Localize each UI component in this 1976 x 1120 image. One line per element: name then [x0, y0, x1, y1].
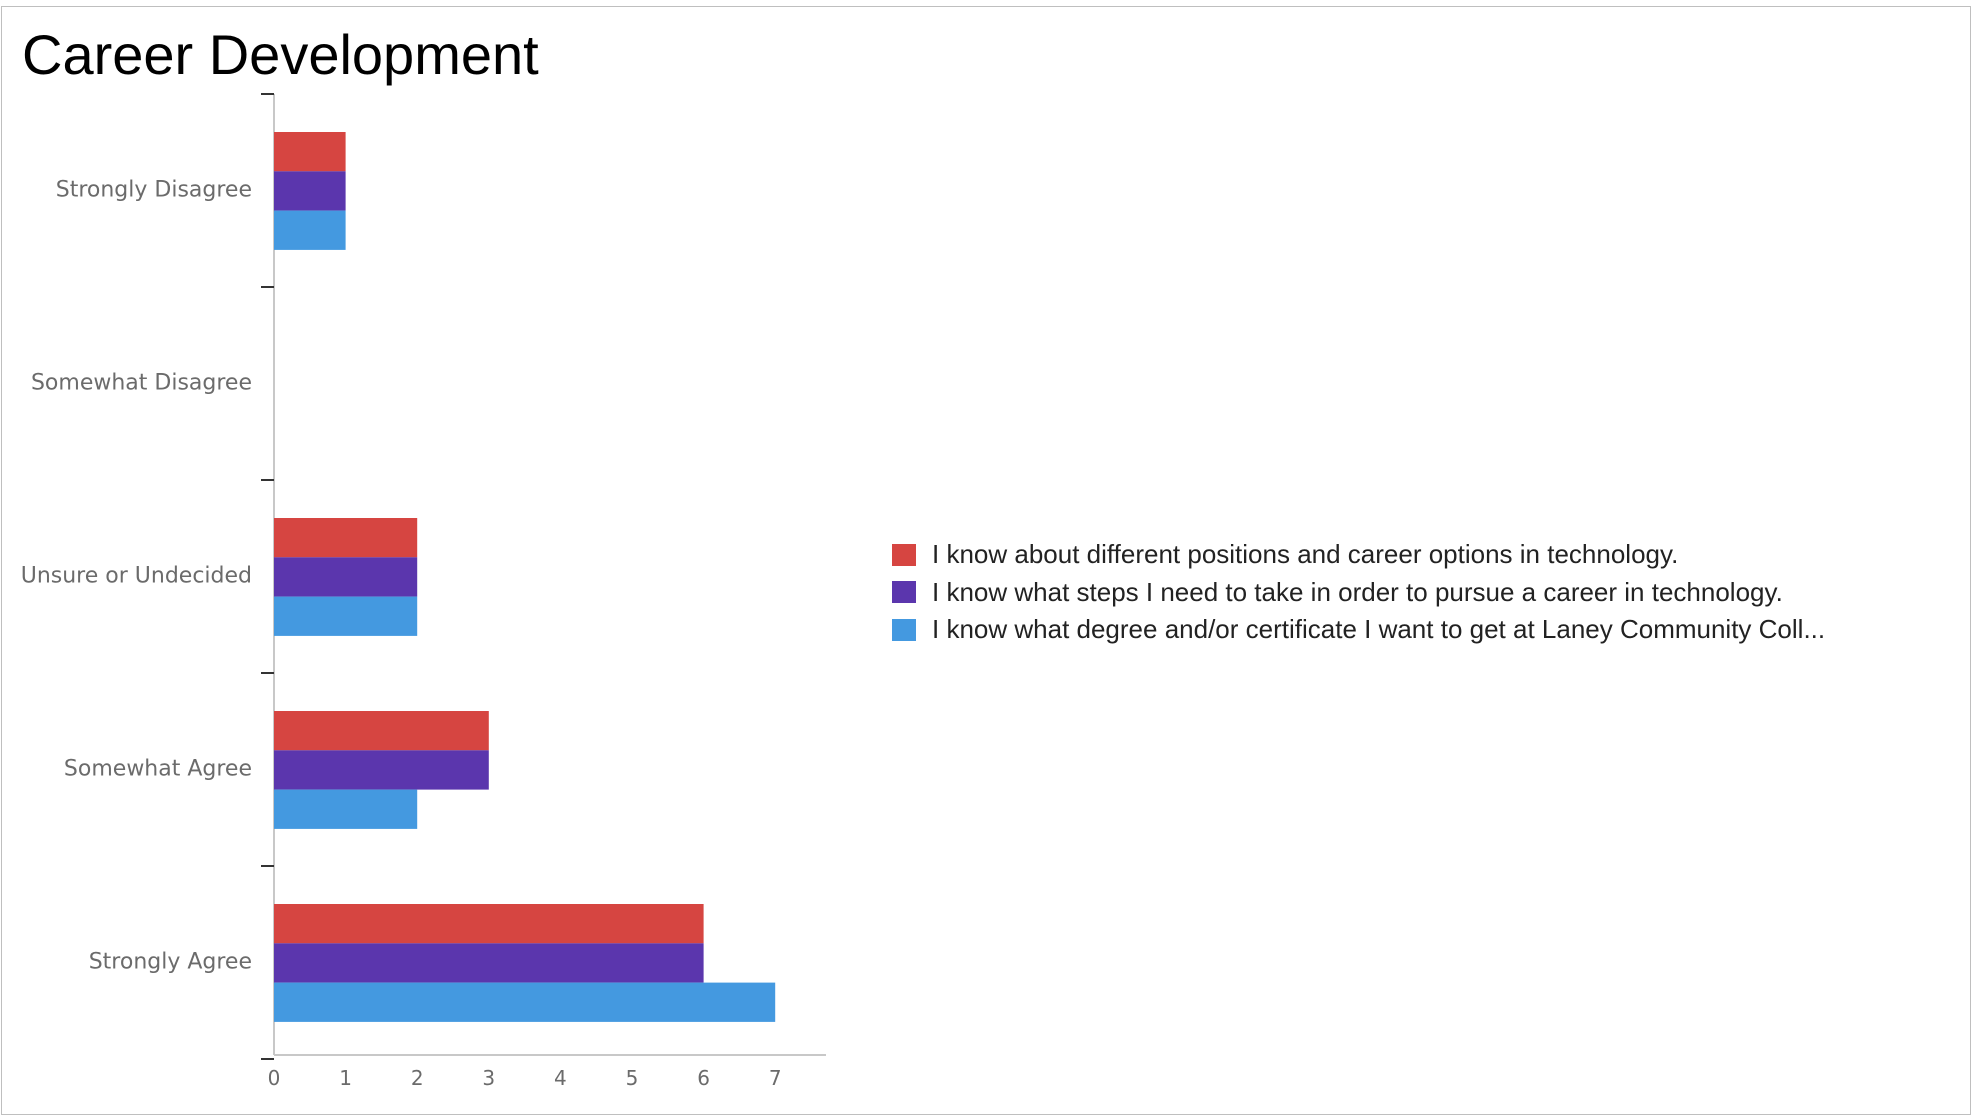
legend-item[interactable]: I know about different positions and car… [892, 536, 1825, 574]
x-tick-label: 3 [482, 1066, 495, 1090]
category-labels: Strongly Disagree Somewhat Disagree Unsure… [21, 178, 252, 975]
bar[interactable]: Strongly Disagree: 1 [274, 132, 346, 172]
x-tick-label: 4 [554, 1066, 567, 1090]
legend-label: I know what degree and/or certificate I … [932, 614, 1826, 645]
x-tick-label: 5 [626, 1066, 639, 1090]
tick-labels: 0 1 2 3 4 5 6 7 [268, 1066, 782, 1090]
bar[interactable]: Unsure or Undecided: 2 [274, 518, 418, 558]
bar[interactable]: Strongly Agree: 7 [274, 982, 776, 1022]
legend-swatch [892, 618, 916, 641]
x-tick-label: 0 [268, 1066, 281, 1090]
category-label: Unsure or Undecided [21, 564, 252, 589]
bar[interactable]: Unsure or Undecided: 2 [274, 557, 418, 597]
x-tick-label: 2 [411, 1066, 424, 1090]
x-tick-label: 7 [769, 1066, 782, 1090]
category-label: Strongly Agree [89, 950, 252, 975]
bar[interactable]: Unsure or Undecided: 2 [274, 596, 418, 636]
bar[interactable]: Somewhat Agree: 2 [274, 789, 418, 829]
bar[interactable]: Strongly Agree: 6 [274, 904, 704, 944]
bar[interactable]: Strongly Agree: 6 [274, 943, 704, 983]
bars: Strongly Disagree: 1Strongly Disagree: 1… [274, 132, 776, 1022]
bar[interactable]: Somewhat Agree: 3 [274, 711, 489, 751]
legend-item[interactable]: I know what degree and/or certificate I … [892, 611, 1825, 649]
legend-item[interactable]: I know what steps I need to take in orde… [892, 574, 1825, 612]
legend-label: I know what steps I need to take in orde… [932, 576, 1783, 607]
legend-label: I know about different positions and car… [932, 539, 1679, 570]
bar[interactable]: Somewhat Agree: 3 [274, 750, 489, 790]
legend-swatch [892, 581, 916, 604]
bar[interactable]: Strongly Disagree: 1 [274, 210, 346, 250]
bar[interactable]: Strongly Disagree: 1 [274, 171, 346, 211]
category-label: Somewhat Disagree [31, 371, 252, 396]
category-label: Somewhat Agree [64, 757, 252, 782]
x-tick-label: 6 [697, 1066, 710, 1090]
x-tick-label: 1 [339, 1066, 352, 1090]
chart-title: Career Development [22, 23, 539, 86]
category-label: Strongly Disagree [56, 178, 252, 203]
legend: I know about different positions and car… [892, 536, 1825, 649]
legend-swatch [892, 543, 916, 566]
